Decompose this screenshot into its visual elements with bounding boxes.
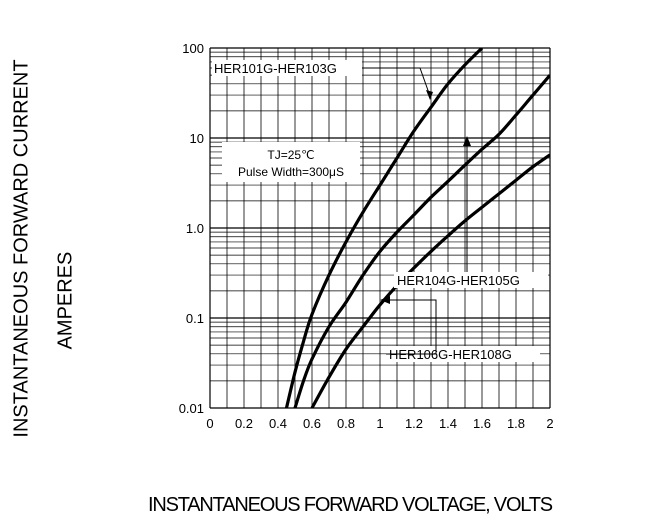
x-tick-label: 0.8 [337,416,355,431]
x-axis-label: INSTANTANEOUS FORWARD VOLTAGE, VOLTS [148,494,553,516]
legend-label-s2: HER104G-HER105G [397,273,520,288]
x-tick-label: 1.6 [473,416,491,431]
y-axis-label-line2: AMPERES [54,251,77,349]
x-tick-label: 0.6 [303,416,321,431]
leader-arrow-s1 [426,90,433,100]
legend-label-s1: HER101G-HER103G [214,61,337,76]
leader-line-s1 [362,67,431,97]
x-tick-label: 1.2 [405,416,423,431]
x-tick-label: 1.4 [439,416,457,431]
leader-line-s3 [386,299,437,355]
annotations: TJ=25℃ Pulse Width=300μS HER101G-HER103G… [212,60,548,362]
condition-line1: TJ=25℃ [267,148,314,162]
series-line-3 [310,153,550,408]
label-box-s2 [394,272,548,288]
series-curves [284,48,550,408]
label-box-s3 [386,346,540,362]
y-axis-label-line1: INSTANTANEOUS FORWARD CURRENT [10,58,33,438]
y-tick-label: 0.1 [186,311,204,326]
x-tick-label: 2 [546,416,553,431]
x-tick-label: 0.2 [235,416,253,431]
x-tick-label: 0.4 [269,416,287,431]
series-line-2 [293,74,550,408]
x-tick-label: 1 [376,416,383,431]
y-tick-label: 0.01 [179,401,204,416]
condition-box [222,142,360,182]
condition-line2: Pulse Width=300μS [238,165,344,179]
y-tick-label: 1.0 [186,221,204,236]
x-tick-label: 0 [206,416,213,431]
x-tick-label: 1.8 [507,416,525,431]
series-line-1 [284,48,484,408]
leader-arrow-s2 [463,136,471,146]
tick-labels: 0 0.2 0.4 0.6 0.8 1 1.2 1.4 1.6 1.8 2 0.01 0.1 1.0 10 1… [179,41,554,431]
legend-label-s3: HER106G-HER108G [389,347,512,362]
y-tick-label: 10 [190,131,204,146]
label-box-s1 [212,60,362,76]
leader-arrow-s3 [380,296,390,304]
y-tick-label: 100 [182,41,204,56]
